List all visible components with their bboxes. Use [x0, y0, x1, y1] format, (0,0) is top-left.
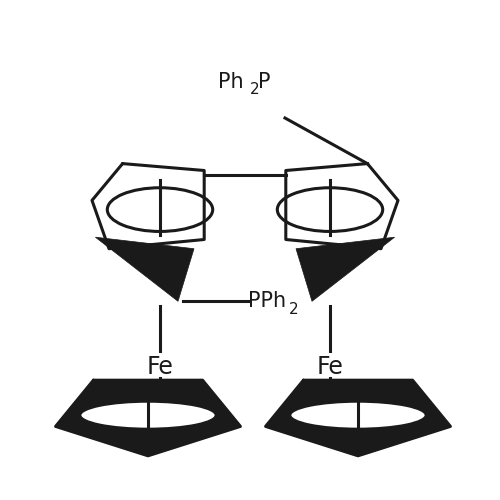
- Text: Ph: Ph: [218, 72, 244, 92]
- Text: PPh: PPh: [248, 292, 286, 312]
- Text: Fe: Fe: [146, 356, 174, 380]
- Polygon shape: [266, 380, 450, 456]
- Polygon shape: [96, 237, 194, 302]
- Text: Fe: Fe: [316, 356, 344, 380]
- Text: P: P: [258, 72, 270, 92]
- Polygon shape: [56, 380, 240, 456]
- Ellipse shape: [80, 401, 216, 429]
- Polygon shape: [296, 237, 394, 302]
- Text: 2: 2: [250, 82, 260, 98]
- Ellipse shape: [290, 401, 426, 429]
- Text: 2: 2: [289, 302, 298, 317]
